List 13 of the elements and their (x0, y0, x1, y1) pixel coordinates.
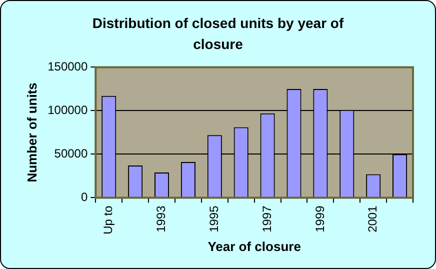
y-tick-label: 50000 (54, 146, 88, 161)
y-tick-label: 150000 (48, 60, 88, 74)
y-tick-label: 100000 (48, 103, 88, 118)
x-axis-title: Year of closure (208, 238, 301, 254)
x-tick-label: 1995 (206, 205, 221, 232)
y-tick-label: 0 (80, 190, 88, 204)
x-tick-label: 1999 (312, 205, 327, 232)
x-tick-label: 2001 (366, 205, 380, 232)
y-axis-title: Number of units (24, 82, 40, 182)
chart-title: Distribution of closed units by year of closure (91, 14, 345, 54)
x-tick-label: 1993 (154, 205, 168, 232)
x-tick-label: Up to (101, 205, 116, 234)
x-tick-label: 1997 (260, 205, 274, 232)
